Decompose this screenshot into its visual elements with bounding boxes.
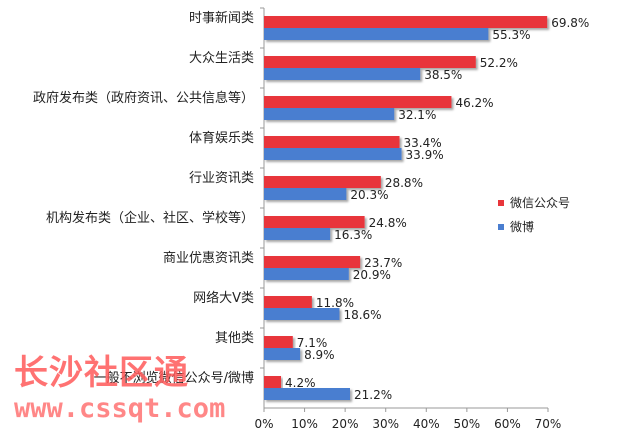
bar-weixin <box>264 136 400 148</box>
x-tick-label: 40% <box>413 417 440 431</box>
x-tick-label: 0% <box>254 417 273 431</box>
category-label: 政府发布类（政府资讯、公共信息等） <box>33 90 254 106</box>
data-label: 24.8% <box>369 216 407 230</box>
data-label: 8.9% <box>304 348 335 362</box>
data-label: 20.3% <box>350 188 388 202</box>
category-label: 大众生活类 <box>189 51 254 66</box>
bar-weibo <box>264 228 331 240</box>
bar-weixin <box>264 96 452 108</box>
bar-weixin <box>264 56 476 68</box>
bar-weibo <box>264 108 395 120</box>
bar-weixin <box>264 336 293 348</box>
data-label: 21.2% <box>354 388 392 402</box>
bar-weibo <box>264 308 340 320</box>
bar-weixin <box>264 216 365 228</box>
data-label: 32.1% <box>398 108 436 122</box>
data-label: 16.3% <box>334 228 372 242</box>
category-label: 行业资讯类 <box>189 171 254 186</box>
bar-weibo <box>264 68 421 80</box>
data-label: 33.4% <box>404 136 442 150</box>
bar-weixin <box>264 256 361 268</box>
data-label: 4.2% <box>285 376 316 390</box>
x-tick-label: 60% <box>494 417 521 431</box>
data-label: 7.1% <box>297 336 328 350</box>
data-label: 69.8% <box>551 16 589 30</box>
data-label: 20.9% <box>353 268 391 282</box>
bar-weixin <box>264 296 312 308</box>
legend-swatch <box>498 200 504 206</box>
x-tick-label: 10% <box>291 417 318 431</box>
data-label: 11.8% <box>316 296 354 310</box>
legend-label: 微博 <box>510 219 534 234</box>
bar-weixin <box>264 376 282 388</box>
bar-weibo <box>264 148 402 160</box>
legend-swatch <box>498 224 504 230</box>
bar-weibo <box>264 188 347 200</box>
data-label: 55.3% <box>492 28 530 42</box>
bar-weibo <box>264 28 489 40</box>
bar-weibo <box>264 348 301 360</box>
category-label: 其他类 <box>215 331 254 346</box>
category-label: 时事新闻类 <box>189 10 254 26</box>
data-label: 38.5% <box>424 68 462 82</box>
x-tick-label: 50% <box>454 417 481 431</box>
x-tick-label: 70% <box>535 417 562 431</box>
data-label: 33.9% <box>406 148 444 162</box>
category-label: 商业优惠资讯类 <box>163 251 254 266</box>
bar-weibo <box>264 268 349 280</box>
bar-weibo <box>264 388 351 400</box>
data-label: 18.6% <box>343 308 381 322</box>
data-label: 46.2% <box>455 96 493 110</box>
category-label: 体育娱乐类 <box>189 130 254 146</box>
x-tick-label: 30% <box>372 417 399 431</box>
bar-weixin <box>264 16 548 28</box>
data-label: 23.7% <box>364 256 402 270</box>
data-label: 52.2% <box>480 56 518 70</box>
x-tick-label: 20% <box>332 417 359 431</box>
data-label: 28.8% <box>385 176 423 190</box>
category-label: 一般不浏览微信公众号/微博 <box>94 370 254 386</box>
bar-weixin <box>264 176 381 188</box>
legend-label: 微信公众号 <box>510 196 570 210</box>
category-label: 机构发布类（企业、社区、学校等） <box>46 210 254 226</box>
category-label: 网络大V类 <box>193 290 254 306</box>
